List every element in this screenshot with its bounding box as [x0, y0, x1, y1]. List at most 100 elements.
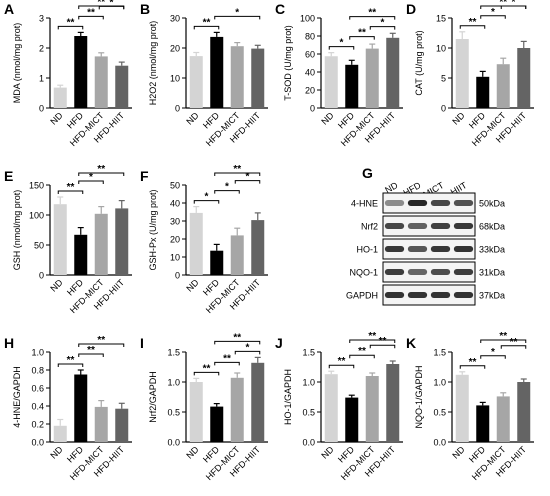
y-tick-label: 0.5	[433, 408, 446, 418]
y-tick-label: 0	[175, 104, 180, 114]
bar-hfd-hiit	[517, 48, 531, 108]
significance-bracket	[480, 339, 527, 343]
significance-bracket	[214, 190, 240, 194]
blot-row-label: Nrf2	[361, 222, 378, 232]
y-tick-label: 1.0	[433, 378, 446, 388]
x-tick-label: ND	[184, 110, 201, 127]
bar-hfd-hiit	[251, 362, 265, 442]
blot-row-label: NQO-1	[349, 268, 378, 278]
y-tick-label: 3	[39, 14, 44, 24]
significance-bracket	[78, 353, 104, 357]
bar-nd	[324, 374, 338, 442]
bar-hfd-hiit	[386, 37, 400, 108]
significance-label: *	[205, 192, 209, 203]
significance-label: **	[499, 331, 507, 342]
blot-size-label: 50kDa	[479, 199, 505, 209]
y-tick-label: 1.5	[433, 348, 446, 358]
blot-band	[384, 246, 405, 252]
x-tick-label: ND	[48, 444, 65, 461]
x-tick-label: ND	[184, 444, 201, 461]
y-axis-label: H2O2 (nmol/mg prot)	[148, 21, 158, 106]
y-tick-label: 1.0	[302, 378, 315, 388]
bar-hfd-mict	[496, 396, 510, 442]
y-tick-label: 100	[300, 14, 315, 24]
significance-bracket	[459, 25, 486, 29]
significance-bracket	[349, 354, 375, 359]
significance-label: *	[491, 7, 495, 18]
panel-letter: H	[4, 335, 14, 351]
y-tick-label: 0.0	[433, 438, 446, 448]
y-axis-label: CAT (U/mg prot)	[414, 30, 424, 95]
blot-band	[453, 200, 474, 206]
blot-membrane	[382, 284, 476, 306]
significance-label: **	[203, 17, 211, 28]
significance-label: *	[246, 172, 250, 183]
blot-band	[384, 200, 405, 206]
blot-membrane	[382, 215, 476, 237]
x-tick-label: ND	[48, 277, 65, 294]
y-tick-label: 0.0	[302, 438, 315, 448]
bar-nd	[189, 382, 203, 442]
y-axis-label: GSH (nmol/mg prot)	[12, 190, 22, 271]
bar-hfd-mict	[365, 376, 379, 442]
significance-label: **	[97, 335, 105, 346]
significance-label: **	[87, 7, 95, 18]
panel-letter: B	[140, 1, 150, 17]
y-tick-label: 0.5	[302, 408, 315, 418]
bar-hfd-hiit	[115, 208, 129, 275]
panel-letter: K	[406, 335, 416, 351]
y-tick-label: 1.0	[167, 378, 180, 388]
blot-size-label: 37kDa	[479, 291, 505, 301]
y-tick-label: 50	[34, 241, 44, 251]
bar-hfd-hiit	[251, 220, 265, 275]
bar-nd	[189, 212, 203, 275]
y-tick-label: 20	[170, 44, 180, 54]
significance-label: *	[225, 182, 229, 193]
significance-bracket	[500, 345, 527, 349]
bar-hfd	[74, 234, 88, 275]
significance-label: **	[97, 0, 105, 8]
significance-label: **	[203, 363, 211, 374]
significance-label: **	[368, 331, 376, 342]
y-tick-label: 1.0	[31, 348, 44, 358]
bar-hfd	[74, 36, 88, 108]
bar-hfd-mict	[496, 64, 510, 108]
y-tick-label: 0	[39, 271, 44, 281]
significance-label: **	[469, 17, 477, 28]
y-axis-label: NQO-1/GAPDH	[414, 365, 424, 428]
bar-hfd-mict	[94, 56, 108, 108]
significance-bracket	[234, 180, 261, 184]
bar-hfd-hiit	[386, 364, 400, 442]
bar-hfd	[210, 406, 224, 442]
significance-bracket	[78, 172, 125, 176]
significance-label: **	[338, 356, 346, 367]
blot-size-label: 33kDa	[479, 245, 505, 255]
blot-band	[453, 292, 474, 298]
panel-letter: F	[140, 168, 149, 184]
bar-hfd-mict	[94, 406, 108, 442]
significance-bracket	[349, 16, 396, 20]
bar-nd	[53, 204, 67, 275]
panel-letter: G	[362, 165, 373, 181]
y-axis-label: T-SOD (U/mg prot)	[283, 25, 293, 101]
y-tick-label: 0.8	[31, 366, 44, 376]
significance-label: *	[491, 347, 495, 358]
bar-hfd	[210, 36, 224, 108]
blot-size-label: 31kDa	[479, 268, 505, 278]
y-tick-label: 30	[170, 14, 180, 24]
significance-bracket	[328, 46, 355, 50]
western-blot-panel: GNDHFDHFD-MICTHFD-HIIT4-HNE50kDaNrf268kD…	[346, 165, 505, 306]
bar-hfd-mict	[365, 48, 379, 108]
y-tick-label: 2	[39, 44, 44, 54]
y-tick-label: 80	[305, 32, 315, 42]
significance-label: *	[246, 342, 250, 353]
y-tick-label: 20	[305, 86, 315, 96]
y-axis-label: MDA (nmol/mg prot)	[12, 23, 22, 104]
bar-hfd	[476, 76, 490, 108]
